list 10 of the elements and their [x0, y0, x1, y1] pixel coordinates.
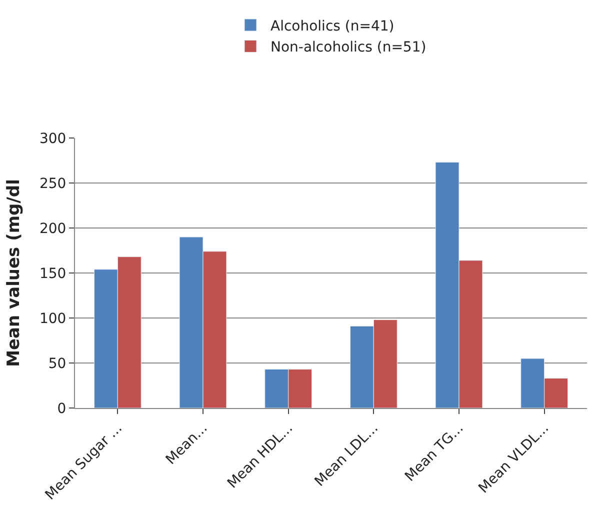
y-tick-label: 250 [39, 176, 66, 192]
y-axis-title: Mean values (mg/dl [4, 179, 24, 367]
legend-label: Non-alcoholics (n=51) [270, 40, 426, 56]
y-tick-label: 150 [39, 266, 66, 282]
y-tick-label: 200 [39, 220, 66, 237]
y-tick-label: 0 [57, 400, 66, 417]
y-tick-label: 300 [39, 130, 66, 147]
legend-label: Alcoholics (n=41) [270, 18, 394, 34]
y-tick-label: 100 [39, 310, 66, 327]
y-tick-label: 50 [48, 356, 66, 372]
